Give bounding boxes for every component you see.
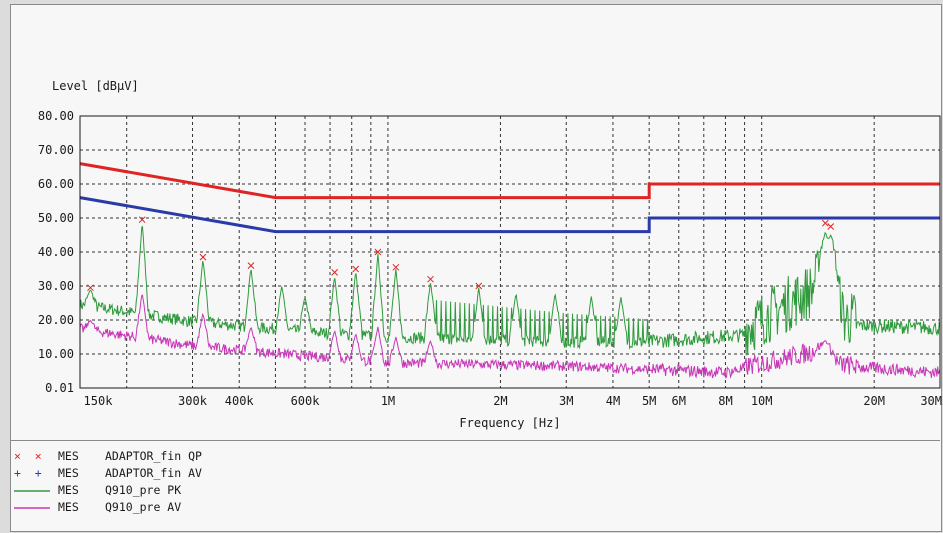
qp-peak-marker xyxy=(199,253,207,261)
x-tick-label: 30M xyxy=(920,394,942,408)
legend-mes-label: MES xyxy=(58,466,79,480)
y-tick-label: 10.00 xyxy=(38,347,74,361)
qp-peak-marker xyxy=(827,223,835,230)
legend-series-name: Q910_pre PK xyxy=(105,483,182,497)
x-tick-label: 20M xyxy=(863,394,885,408)
legend-mes-label: MES xyxy=(58,449,79,463)
y-tick-label: 40.00 xyxy=(38,245,74,259)
plot-border xyxy=(79,115,941,389)
qp-peak-marker xyxy=(138,216,146,224)
legend-marker-icon xyxy=(14,500,50,515)
x-tick-label: 5M xyxy=(642,394,656,408)
x-tick-label: 150k xyxy=(84,394,114,408)
x-tick-label: 10M xyxy=(751,394,773,408)
legend-marker-icon: × × xyxy=(14,449,42,463)
legend-series-name: ADAPTOR_fin QP xyxy=(105,449,202,463)
y-tick-label: 60.00 xyxy=(38,177,74,191)
qp-limit-line xyxy=(79,162,940,200)
qp-peak-marker xyxy=(247,262,255,269)
series-line-av xyxy=(79,294,941,379)
series-line-pk xyxy=(79,225,941,356)
qp-peak-marker xyxy=(427,275,434,283)
chart-frame xyxy=(10,4,942,532)
qp-peak-marker xyxy=(87,284,94,292)
y-axis-label: Level [dBµV] xyxy=(52,79,139,93)
legend-mes-label: MES xyxy=(58,483,79,497)
x-tick-label: 400k xyxy=(225,394,255,408)
qp-peak-marker xyxy=(331,269,338,276)
legend-series-name: Q910_pre AV xyxy=(105,500,182,514)
legend-marker-icon xyxy=(14,483,50,498)
y-tick-label: 80.00 xyxy=(38,109,74,123)
legend-series-name: ADAPTOR_fin AV xyxy=(105,466,202,480)
y-tick-label: 30.00 xyxy=(38,279,74,293)
y-tick-label: 20.00 xyxy=(38,313,74,327)
y-tick-label: 70.00 xyxy=(38,143,74,157)
qp-peak-marker xyxy=(475,282,483,290)
legend: × × MES ADAPTOR_fin QP + + MES ADAPTOR_fin AV… xyxy=(10,440,940,531)
x-tick-label: 2M xyxy=(493,394,507,408)
x-tick-label: 3M xyxy=(559,394,573,408)
x-axis-label: Frequency [Hz] xyxy=(459,416,560,430)
qp-peak-marker xyxy=(821,219,829,227)
x-tick-label: 300k xyxy=(178,394,208,408)
x-tick-label: 4M xyxy=(606,394,620,408)
qp-peak-marker xyxy=(352,265,360,273)
x-tick-label: 8M xyxy=(718,394,732,408)
qp-peak-marker xyxy=(374,248,382,256)
emission-chart: Level [dBµV] Frequency [Hz] 80.00 70.00 60… xyxy=(38,79,942,430)
qp-peak-marker xyxy=(392,263,400,271)
av-limit-line xyxy=(79,196,940,234)
x-tick-label: 6M xyxy=(672,394,686,408)
y-tick-label: 50.00 xyxy=(38,211,74,225)
x-tick-label: 1M xyxy=(381,394,395,408)
legend-marker-icon: + + xyxy=(14,466,42,480)
y-tick-label: 0.01 xyxy=(45,381,74,395)
legend-mes-label: MES xyxy=(58,500,79,514)
x-tick-label: 600k xyxy=(291,394,321,408)
